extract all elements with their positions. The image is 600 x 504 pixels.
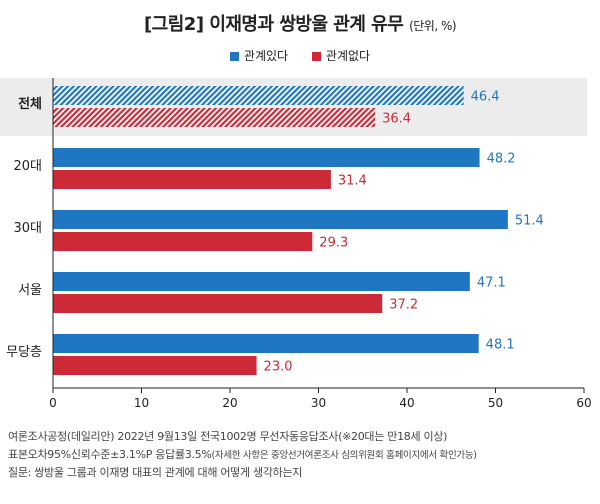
legend-item-no: 관계없다 (311, 47, 371, 64)
footer-margin-main: 표본오차95%신뢰수준±3.1%P 응답률3.5% (8, 448, 212, 461)
legend-swatch-yes (229, 52, 239, 61)
x-tick-label: 50 (488, 396, 503, 410)
value-label-no: 31.4 (338, 174, 367, 189)
bar-yes (53, 148, 480, 167)
value-label-no: 36.4 (382, 112, 411, 127)
bar-no (53, 170, 331, 189)
footer-margin-note: (자세한 사항은 중앙선거여론조사 심의위원회 홈페이지에서 확인가능) (211, 450, 477, 461)
bar-no (53, 232, 313, 251)
footer-margin: 표본오차95%신뢰수준±3.1%P 응답률3.5%(자세한 사항은 중앙선거여론… (8, 446, 477, 462)
value-label-no: 23.0 (264, 360, 293, 375)
chart-title-text: [그림2] 이재명과 쌍방울 관계 유무 (143, 14, 404, 35)
bar-yes (53, 272, 470, 291)
legend-label-no: 관계없다 (325, 49, 371, 63)
category-label: 20대 (13, 159, 42, 174)
bar-no (53, 294, 383, 313)
bar-yes (53, 210, 508, 229)
legend-label-yes: 관계있다 (243, 49, 289, 63)
x-tick-label: 20 (222, 396, 237, 410)
chart-title: [그림2] 이재명과 쌍방울 관계 유무 (단위, %) (0, 10, 600, 36)
x-tick-label: 30 (311, 396, 326, 410)
value-label-no: 29.3 (319, 236, 348, 251)
x-tick-label: 0 (49, 396, 57, 410)
value-label-yes: 46.4 (471, 90, 500, 105)
category-label: 전체 (18, 96, 42, 112)
category-label: 30대 (13, 221, 42, 236)
bar-yes (53, 86, 464, 105)
value-label-yes: 48.2 (487, 152, 516, 167)
footer-question: 질문: 쌍방울 그룹과 이재명 대표의 관계에 대해 어떻게 생각하는지 (8, 466, 303, 479)
bar-no (53, 108, 376, 127)
category-label: 무당층 (6, 345, 42, 360)
bar-yes (53, 334, 479, 353)
bar-chart: 전체 46.4 36.4 20대 48.2 31.4 30대 51.4 29.3 서울 47.1 37… (0, 78, 592, 410)
bar-no (53, 356, 257, 375)
value-label-yes: 51.4 (515, 214, 544, 229)
value-label-yes: 47.1 (477, 276, 506, 291)
chart-unit: (단위, %) (409, 19, 457, 33)
footer-source: 여론조사공정(데일리안) 2022년 9월13일 전국1002명 무선자동응답조… (8, 430, 448, 443)
legend: 관계있다 관계없다 (0, 47, 600, 64)
x-tick-label: 60 (576, 396, 591, 410)
legend-swatch-no (311, 52, 321, 61)
value-label-no: 37.2 (389, 298, 418, 313)
legend-item-yes: 관계있다 (229, 47, 289, 64)
category-label: 서울 (18, 283, 42, 298)
x-tick-label: 40 (399, 396, 414, 410)
value-label-yes: 48.1 (486, 338, 515, 353)
x-tick-label: 10 (134, 396, 149, 410)
